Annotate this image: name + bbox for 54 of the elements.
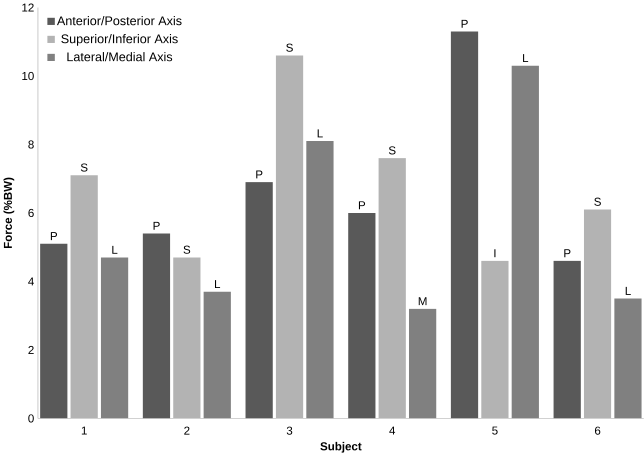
bar [584, 209, 612, 418]
bar [512, 66, 539, 418]
bar [614, 298, 642, 418]
data-label: S [594, 198, 601, 206]
bar [173, 257, 200, 418]
data-label: L [318, 129, 323, 138]
bar [348, 212, 376, 418]
data-label: S [184, 246, 190, 254]
bar [554, 260, 581, 418]
x-tick-label: 1 [82, 426, 87, 434]
bar [70, 175, 98, 418]
data-label: P [50, 232, 58, 240]
y-tick-label: 0 [28, 414, 34, 422]
x-tick-label: 5 [492, 426, 498, 435]
bar [204, 292, 231, 418]
x-tick-label: 3 [286, 426, 292, 435]
bar [142, 233, 170, 418]
x-tick-label: 6 [594, 426, 600, 435]
y-tick-label: 4 [28, 277, 34, 286]
bar [246, 182, 273, 418]
data-label: L [523, 54, 528, 62]
data-label: S [388, 146, 396, 154]
data-label: S [80, 163, 88, 172]
legend-label: Lateral/Medial Axis [67, 52, 172, 62]
x-tick-label: 4 [389, 426, 396, 434]
data-label: L [112, 246, 118, 254]
y-tick-label: 12 [22, 3, 34, 12]
y-tick-label: 6 [28, 208, 34, 217]
data-label: M [418, 297, 426, 306]
bar [378, 158, 406, 418]
bar [481, 260, 509, 418]
data-label: P [154, 222, 160, 230]
legend-label: Anterior/Posterior Axis [56, 16, 182, 26]
y-tick-label: 8 [28, 140, 34, 148]
data-label: P [256, 170, 262, 178]
bar [276, 55, 304, 418]
data-label: P [358, 201, 366, 210]
bar [450, 31, 478, 418]
bar [306, 140, 334, 418]
x-tick-label: 2 [184, 426, 190, 435]
legend-label: Superior/Inferior Axis [61, 34, 178, 46]
data-label: P [462, 20, 468, 28]
data-label: S [286, 44, 293, 52]
y-axis-title: Force (%BW) [3, 178, 14, 248]
bar [100, 257, 128, 418]
data-label: P [564, 249, 570, 258]
data-label: L [215, 280, 220, 288]
x-axis-title: Subject [320, 442, 362, 453]
bar [40, 244, 68, 418]
data-label: I [494, 249, 496, 258]
data-label: L [626, 286, 631, 295]
bar [408, 308, 436, 418]
y-tick-label: 2 [28, 346, 34, 354]
y-tick-label: 10 [22, 72, 34, 80]
